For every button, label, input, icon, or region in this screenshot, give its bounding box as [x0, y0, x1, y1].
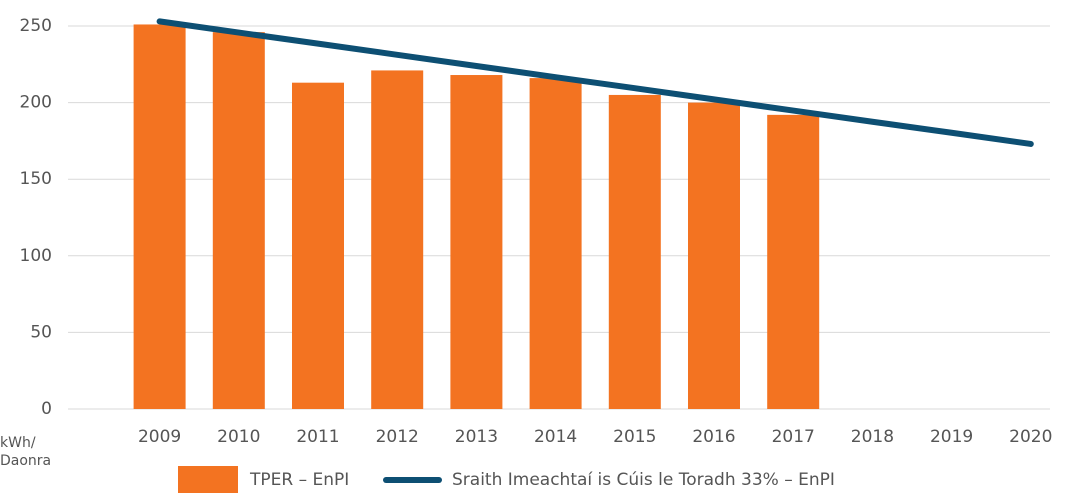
x-tick-label: 2020 [1009, 427, 1052, 447]
line [156, 18, 1034, 147]
bar [292, 82, 344, 410]
x-tick-label: 2016 [692, 427, 735, 447]
y-tick-label: 100 [20, 246, 52, 266]
x-tick-label: 2013 [455, 427, 498, 447]
x-tick-label: 2014 [534, 427, 577, 447]
x-tick-label: 2009 [138, 427, 181, 447]
bar [608, 94, 661, 409]
y-tick-label: 250 [20, 16, 52, 36]
legend-label: TPER – EnPI [249, 470, 349, 490]
x-tick-label: 2010 [217, 427, 260, 447]
bar [133, 24, 186, 410]
bar [767, 114, 820, 409]
y-axis-label: kWh/ Daonra [0, 435, 52, 469]
bar [371, 70, 424, 409]
bar [450, 75, 503, 410]
y-tick-label: 150 [20, 169, 52, 189]
x-tick-label: 2017 [772, 427, 815, 447]
bar [688, 102, 740, 409]
bar [212, 32, 265, 410]
x-tick-label: 2019 [930, 427, 973, 447]
x-tick-label: 2015 [613, 427, 656, 447]
x-tick-label: 2011 [296, 427, 339, 447]
x-tick-label: 2012 [376, 427, 419, 447]
y-tick-label: 0 [41, 399, 52, 419]
y-tick-label: 50 [30, 322, 52, 342]
y-tick-label: 200 [20, 93, 52, 113]
x-tick-label: 2018 [851, 427, 894, 447]
legend-label: Sraith Imeachtaí is Cúis le Toradh 33% –… [452, 470, 835, 490]
bar [529, 78, 582, 409]
legend-swatch [178, 466, 238, 493]
